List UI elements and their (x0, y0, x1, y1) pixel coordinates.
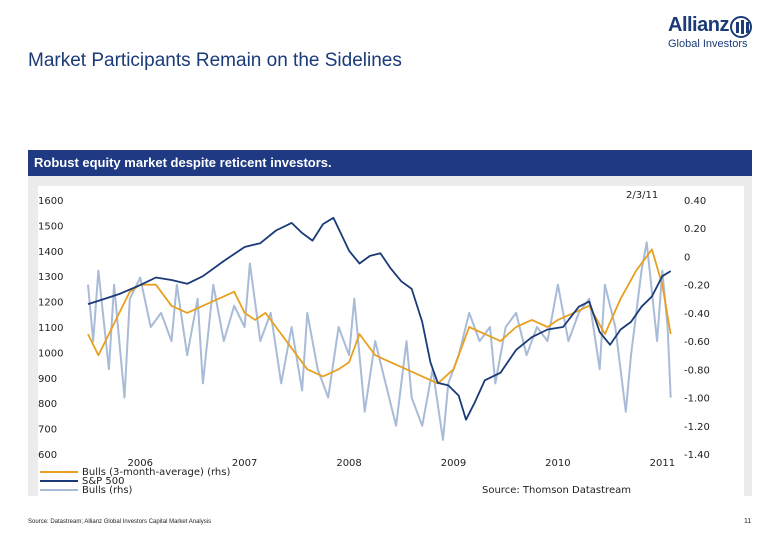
allianz-eagle-icon (730, 16, 752, 38)
y-left-tick-1600: 1600 (38, 196, 63, 207)
y-left-tick-1300: 1300 (38, 272, 63, 283)
chart-background (38, 186, 744, 496)
y-left-tick-1000: 1000 (38, 348, 63, 359)
y-right-tick--0.40: -0.40 (684, 309, 710, 320)
banner-text: Robust equity market despite reticent in… (34, 155, 332, 170)
logo-brand: Allianz (668, 14, 729, 36)
y-left-tick-800: 800 (38, 399, 57, 410)
x-tick-2010: 2010 (545, 458, 570, 469)
y-right-tick--0.60: -0.60 (684, 337, 710, 348)
y-right-tick--0.20: -0.20 (684, 281, 710, 292)
legend-label-1: S&P 500 (82, 476, 124, 487)
page-number: 11 (744, 518, 752, 525)
x-tick-2008: 2008 (336, 458, 361, 469)
chart-banner: Robust equity market despite reticent in… (28, 150, 752, 176)
y-left-tick-1100: 1100 (38, 323, 63, 334)
y-right-tick--1.20: -1.20 (684, 422, 710, 433)
y-right-tick-0.40: 0.40 (684, 196, 706, 207)
y-left-tick-900: 900 (38, 374, 57, 385)
y-right-tick-0: 0 (684, 252, 690, 263)
y-left-tick-600: 600 (38, 450, 57, 461)
y-right-tick--0.80: -0.80 (684, 365, 710, 376)
allianz-logo: Allianz Global Investors (668, 14, 768, 54)
x-tick-2009: 2009 (441, 458, 466, 469)
sentiment-chart: 1600 1500 1400 1300 1200 1100 1000 900 800 700 600… (38, 186, 744, 496)
x-tick-2006: 2006 (127, 458, 152, 469)
y-left-tick-1400: 1400 (38, 247, 63, 258)
legend-label-2: Bulls (rhs) (82, 485, 133, 496)
y-right-tick--1.00: -1.00 (684, 394, 710, 405)
footer-source: Source: Datastream; Allianz Global Inves… (28, 519, 212, 525)
slide-title: Market Participants Remain on the Sideli… (28, 50, 402, 71)
logo-subtitle: Global Investors (668, 38, 748, 50)
x-tick-2007: 2007 (232, 458, 257, 469)
legend-label-0: Bulls (3-month-average) (rhs) (82, 467, 230, 478)
x-tick-2011: 2011 (650, 458, 675, 469)
y-left-tick-1500: 1500 (38, 221, 63, 232)
y-right-tick-0.20: 0.20 (684, 224, 706, 235)
chart-source-note: Source: Thomson Datastream (482, 485, 631, 496)
y-left-tick-700: 700 (38, 425, 57, 436)
y-left-tick-1200: 1200 (38, 298, 63, 309)
date-label: 2/3/11 (626, 190, 658, 201)
series-line-s-p-500 (87, 216, 672, 421)
y-right-tick--1.40: -1.40 (684, 450, 710, 461)
